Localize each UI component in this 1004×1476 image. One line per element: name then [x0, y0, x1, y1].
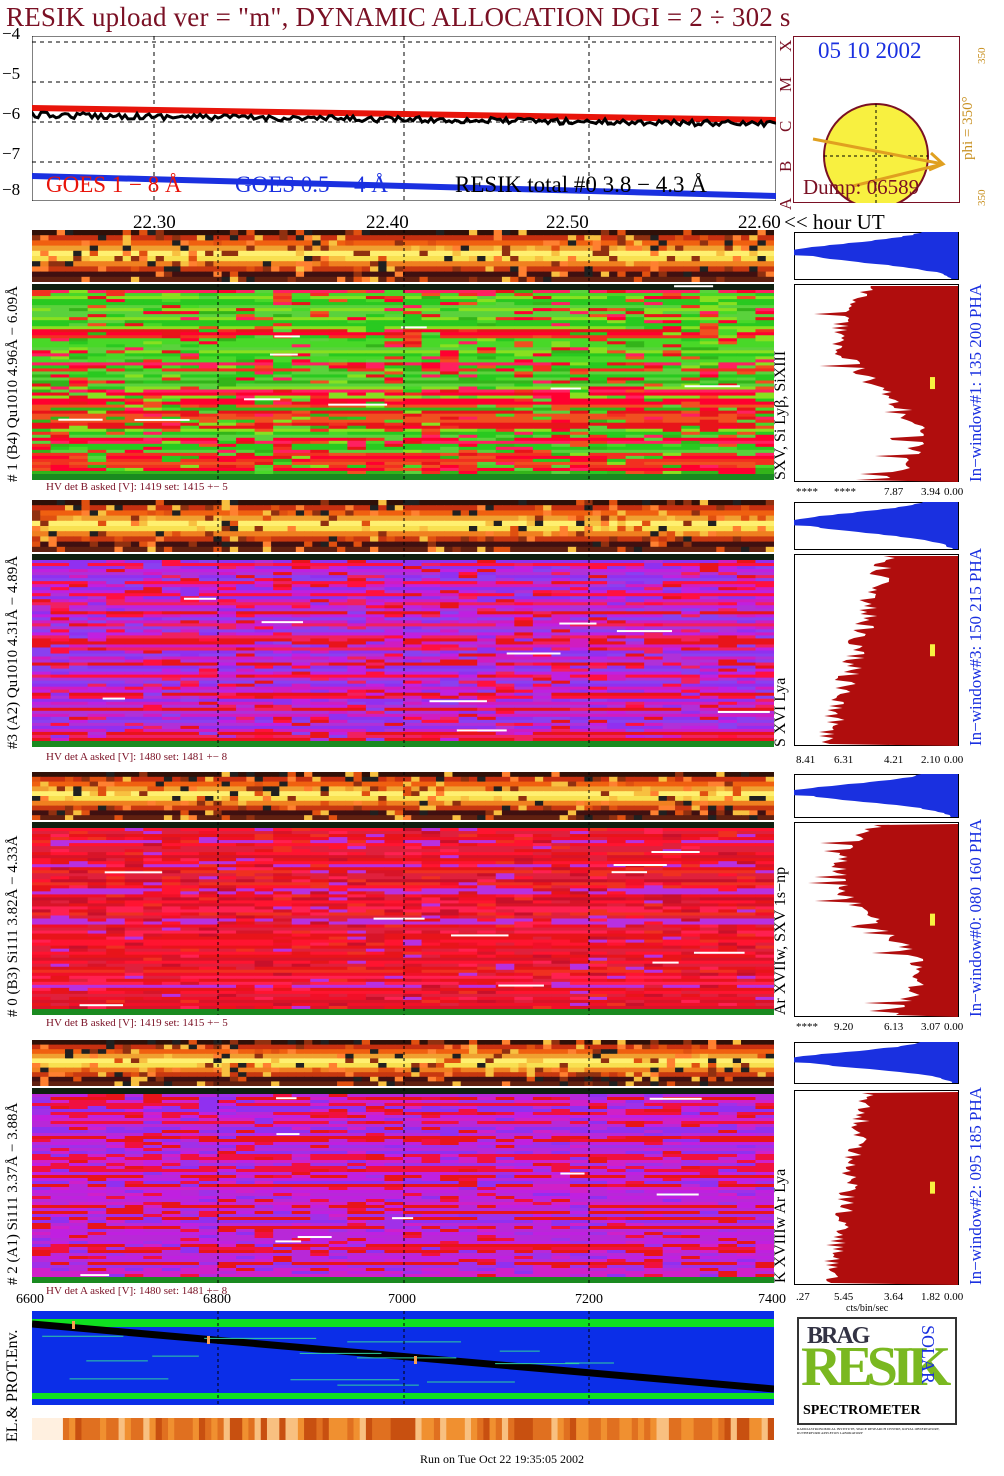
heat-strip-det2 — [32, 1040, 774, 1086]
sun-phi-top-value: 350 — [976, 47, 988, 65]
lightcurve-ytick: −6 — [2, 104, 21, 123]
histogram-axis-tick: 5.45 — [834, 1291, 854, 1303]
sun-phi-arrow — [812, 137, 944, 166]
window-label-det0: In−window#0: 080 160 PHA — [966, 818, 985, 1017]
spectrum-histogram-det2 — [794, 1090, 959, 1285]
sun-date: 05 10 2002 — [818, 38, 922, 63]
window-label-det3: In−window#3: 150 215 PHA — [966, 547, 985, 746]
legend-goes-short: GOES 0.5 − 4 Å — [235, 172, 388, 197]
histogram-axis-tick: 6.31 — [834, 754, 854, 766]
env-x-tick: 7400 — [758, 1292, 786, 1307]
histogram-axis-tick: 7.87 — [884, 486, 904, 498]
logo-fine-print: RADIOASTRONOMICAL INSTITUTE, SPACE RESEA… — [797, 1427, 940, 1435]
histogram-axis-tick: 0.00 — [944, 1021, 964, 1033]
spectrum-histogram-det3 — [794, 554, 959, 746]
env-x-tick: 6800 — [203, 1292, 231, 1307]
line-label-det0: Ar XVIIw, SXV 1s−np — [772, 866, 789, 1015]
hv-readout-det3: HV det A asked [V]: 1480 set: 1481 +− 8 — [46, 751, 228, 763]
hv-readout-det0: HV det B asked [V]: 1419 set: 1415 +− 5 — [46, 1017, 228, 1029]
spectrogram-det3 — [32, 554, 774, 747]
pha-histogram-det3 — [794, 502, 959, 550]
hour-tick: 22.40 — [366, 212, 409, 233]
lightcurve-plot — [32, 36, 776, 201]
page-title: RESIK upload ver = "m", DYNAMIC ALLOCATI… — [6, 2, 791, 32]
histogram-axis-tick: **** — [796, 1021, 818, 1033]
env-label: EL.& PROT.Env. — [4, 1329, 21, 1442]
sun-phi-bottom-value: 350 — [976, 189, 988, 207]
histogram-axis-unit: cts/bin/sec — [846, 1303, 889, 1314]
logo-side-text: SOLAR — [918, 1325, 938, 1385]
lightcurve-ytick: −4 — [2, 24, 21, 43]
run-timestamp: Run on Tue Oct 22 19:35:05 2002 — [419, 1452, 584, 1466]
hour-tick: 22.30 — [133, 212, 176, 233]
lightcurve-ytick: −7 — [2, 144, 21, 163]
series-goes-long — [32, 105, 776, 123]
window-label-det1: In−window#1: 135 200 PHA — [966, 283, 985, 482]
logo-top-text: BRAG — [807, 1323, 870, 1349]
histogram-axis-tick: 2.10 — [921, 754, 941, 766]
sun-disk-diagram — [812, 103, 946, 203]
window-label-det2: In−window#2: 095 185 PHA — [966, 1086, 985, 1285]
spectrogram-det0 — [32, 822, 774, 1015]
histogram-axis-tick: 9.20 — [834, 1021, 854, 1033]
environment-strip — [32, 1418, 774, 1440]
histogram-axis-tick: 0.00 — [944, 486, 964, 498]
heat-strip-det3 — [32, 500, 774, 552]
heat-strip-det1 — [32, 230, 774, 282]
series-goes-short — [32, 173, 776, 199]
lightcurve-ytick: −5 — [2, 64, 21, 83]
hv-readout-det1: HV det B asked [V]: 1419 set: 1415 +− 5 — [46, 481, 228, 493]
resik-logo: BRAG RESIK SOLAR SPECTROMETER — [797, 1317, 957, 1425]
line-label-det3: S XVI Lya — [772, 677, 789, 747]
logo-bottom-text: SPECTROMETER — [803, 1403, 921, 1418]
histogram-axis-tick: 6.13 — [884, 1021, 904, 1033]
spectrogram-det1 — [32, 284, 774, 480]
pha-histogram-det1 — [794, 232, 959, 280]
histogram-axis-tick: 3.64 — [884, 1291, 904, 1303]
lightcurve-ytick: −8 — [2, 180, 21, 199]
legend-goes-long: GOES 1 − 8 Å — [46, 172, 182, 197]
detector-label-det3: #3 (A2) Qu1010 4.31Å − 4.89Å — [5, 555, 21, 749]
legend-resik-total: RESIK total #0 3.8 − 4.3 Å — [455, 172, 707, 197]
sun-phi-label: phi = 350° — [960, 96, 976, 160]
env-x-tick: 6600 — [16, 1292, 44, 1307]
spectrum-histogram-det0 — [794, 822, 959, 1017]
histogram-axis-tick: 0.00 — [944, 754, 964, 766]
environment-plot — [32, 1311, 774, 1405]
histogram-axis-tick: 3.07 — [921, 1021, 941, 1033]
spectrogram-det2 — [32, 1088, 774, 1283]
sun-arrow-head — [928, 151, 946, 172]
histogram-axis-tick: 8.41 — [796, 754, 816, 766]
detector-label-det1: # 1 (B4) Qu1010 4.96Å − 6.09Å — [5, 286, 21, 482]
pha-histogram-det2 — [794, 1042, 959, 1084]
detector-label-det0: # 0 (B3) Si111 3.82Å − 4.33Å — [5, 835, 21, 1017]
env-x-tick: 7000 — [388, 1292, 416, 1307]
hv-readout-det2: HV det A asked [V]: 1480 set: 1481 +− 8 — [46, 1285, 228, 1297]
spectrum-histogram-det1 — [794, 284, 959, 482]
histogram-axis-tick: 0.00 — [944, 1291, 964, 1303]
hour-axis-unit: << hour UT — [784, 210, 885, 234]
histogram-axis-tick: .27 — [796, 1291, 810, 1303]
series-resik-total — [32, 109, 776, 129]
line-label-det1: SXV, Si Lyβ, SiXIII — [772, 350, 789, 480]
sun-dump: Dump: 06589 — [803, 175, 920, 199]
histogram-axis-tick: **** — [834, 486, 856, 498]
pha-histogram-det0 — [794, 774, 959, 818]
logo-main-text: RESIK — [801, 1336, 951, 1398]
hour-tick: 22.60 — [738, 212, 781, 233]
detector-label-det2: # 2 (A1) Si111 3.37Å − 3.88Å — [5, 1102, 21, 1285]
sun-phi-arrow-2 — [852, 162, 944, 188]
histogram-axis-tick: 3.94 — [921, 486, 941, 498]
heat-strip-det0 — [32, 772, 774, 820]
histogram-axis-tick: 1.82 — [921, 1291, 941, 1303]
histogram-axis-tick: **** — [796, 486, 818, 498]
histogram-axis-tick: 4.21 — [884, 754, 904, 766]
hour-tick: 22.50 — [546, 212, 589, 233]
env-x-tick: 7200 — [575, 1292, 603, 1307]
line-label-det2: K XVIIIw Ar Lya — [772, 1168, 789, 1283]
